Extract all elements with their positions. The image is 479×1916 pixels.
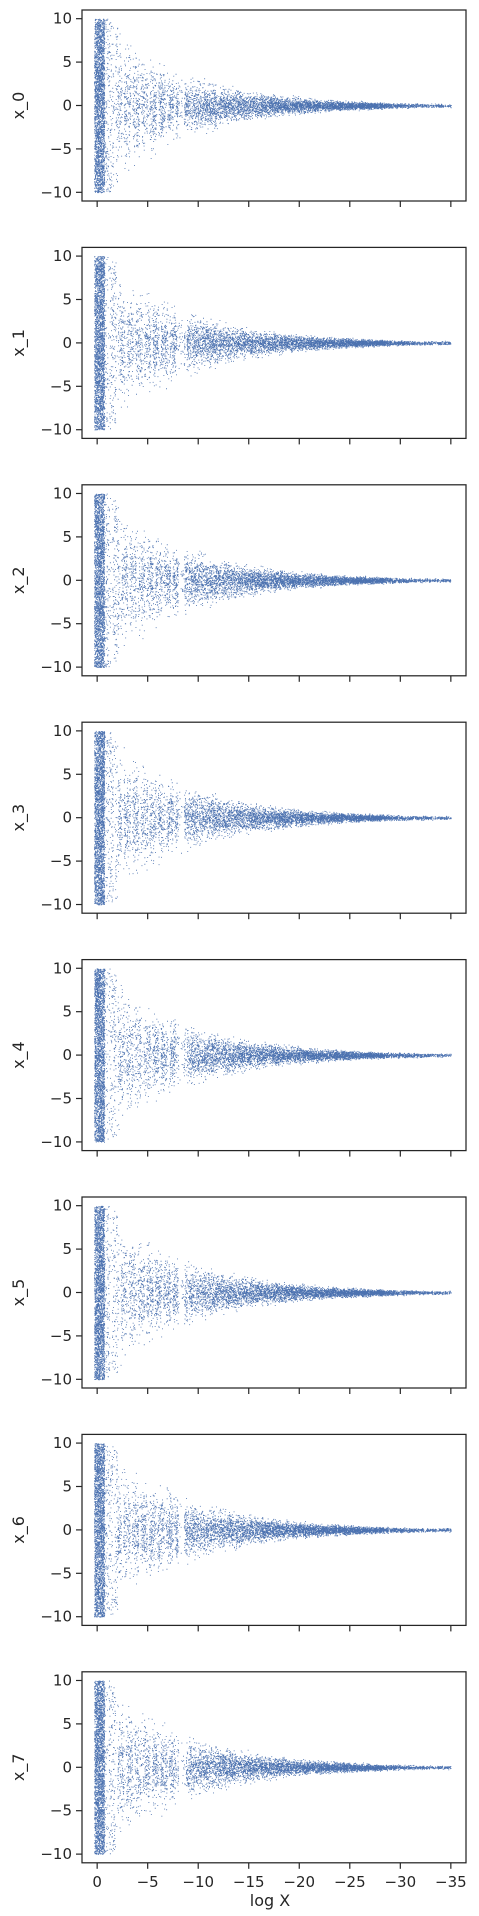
panel-2: 10 5 0 −5 −10 x_2 — [9, 484, 467, 682]
y-tick-label-1-0: 10 — [53, 247, 72, 265]
y-tick-label-6-4: −10 — [40, 1608, 72, 1626]
x-tick-label-5: −25 — [334, 1873, 366, 1891]
panel-4: 10 5 0 −5 −10 x_4 — [9, 958, 467, 1157]
y-tick-label-6-0: 10 — [53, 1434, 72, 1452]
scatter-markers-3 — [94, 730, 452, 906]
scatter-points-1 — [94, 256, 452, 431]
y-tick-label-4-0: 10 — [53, 959, 72, 977]
scatter-markers-4 — [94, 968, 452, 1143]
y-tick-label-0-3: −5 — [50, 140, 72, 158]
y-tick-label-2-4: −10 — [40, 658, 72, 676]
y-tick-label-7-1: 5 — [62, 1715, 72, 1733]
y-tick-label-4-4: −10 — [40, 1133, 72, 1151]
y-tick-label-3-2: 0 — [62, 809, 72, 827]
scatter-points-4 — [94, 968, 452, 1143]
y-tick-label-7-4: −10 — [40, 1845, 72, 1863]
x-tick-label-3: −15 — [233, 1873, 265, 1891]
x-tick-label-0: 0 — [92, 1873, 102, 1891]
scatter-markers-0 — [94, 18, 452, 194]
scatter-points-2 — [94, 493, 452, 668]
y-tick-label-6-3: −5 — [50, 1564, 72, 1582]
y-tick-label-0-2: 0 — [62, 97, 72, 115]
y-tick-label-3-0: 10 — [53, 722, 72, 740]
scatter-markers-1 — [94, 256, 452, 431]
y-axis-label-4: x_4 — [9, 1041, 29, 1069]
y-tick-label-7-0: 10 — [53, 1671, 72, 1689]
y-axis-label-0: x_0 — [9, 92, 29, 120]
x-axis-label: log X — [250, 1891, 290, 1910]
panel-6: 10 5 0 −5 −10 x_6 — [9, 1433, 467, 1632]
panel-3: 10 5 0 −5 −10 x_3 — [9, 721, 467, 920]
y-tick-label-3-4: −10 — [40, 896, 72, 914]
y-axis-label-7: x_7 — [9, 1753, 29, 1781]
y-axis-label-1: x_1 — [9, 329, 29, 357]
y-tick-label-1-3: −5 — [50, 377, 72, 395]
scatter-points-0 — [94, 18, 452, 194]
scatter-points-6 — [94, 1443, 452, 1618]
panel-5: 10 5 0 −5 −10 x_5 — [9, 1196, 467, 1394]
y-tick-label-2-0: 10 — [53, 484, 72, 502]
y-tick-label-0-4: −10 — [40, 183, 72, 201]
y-tick-label-5-2: 0 — [62, 1284, 72, 1302]
y-axis-label-6: x_6 — [9, 1516, 29, 1544]
y-tick-label-0-0: 10 — [53, 10, 72, 28]
y-tick-label-4-2: 0 — [62, 1046, 72, 1064]
panel-1: 10 5 0 −5 −10 x_1 — [9, 246, 467, 445]
y-axis-label-3: x_3 — [9, 804, 29, 832]
y-tick-label-2-3: −5 — [50, 615, 72, 633]
y-tick-label-2-2: 0 — [62, 571, 72, 589]
y-tick-label-2-1: 5 — [62, 528, 72, 546]
y-tick-label-5-1: 5 — [62, 1240, 72, 1258]
y-tick-label-6-1: 5 — [62, 1477, 72, 1495]
scatter-points-5 — [94, 1205, 452, 1381]
scatter-markers-2 — [94, 493, 452, 668]
x-tick-label-1: −5 — [137, 1873, 159, 1891]
y-tick-label-1-1: 5 — [62, 290, 72, 308]
y-tick-label-4-1: 5 — [62, 1003, 72, 1021]
panel-7: 10 5 0 −5 −10 0 −5 −10 −15 −20 −25 −30 −35 x_7 — [9, 1671, 467, 1891]
y-tick-label-1-4: −10 — [40, 421, 72, 439]
x-tick-label-4: −20 — [283, 1873, 315, 1891]
y-tick-label-1-2: 0 — [62, 334, 72, 352]
x-tick-label-6: −30 — [384, 1873, 416, 1891]
y-axis-label-2: x_2 — [9, 566, 29, 594]
scatter-markers-5 — [94, 1205, 452, 1381]
scatter-markers-7 — [94, 1680, 452, 1855]
y-tick-label-3-3: −5 — [50, 852, 72, 870]
y-tick-label-5-3: −5 — [50, 1327, 72, 1345]
y-tick-label-7-2: 0 — [62, 1758, 72, 1776]
y-tick-label-4-3: −5 — [50, 1090, 72, 1108]
y-tick-label-6-2: 0 — [62, 1521, 72, 1539]
x-tick-label-2: −10 — [182, 1873, 214, 1891]
y-tick-label-7-3: −5 — [50, 1802, 72, 1820]
x-tick-label-7: −35 — [435, 1873, 467, 1891]
y-tick-label-5-4: −10 — [40, 1370, 72, 1388]
y-tick-label-5-0: 10 — [53, 1197, 72, 1215]
scatter-points-3 — [94, 730, 452, 906]
y-axis-label-5: x_5 — [9, 1279, 29, 1307]
scatter-markers-6 — [94, 1443, 452, 1618]
panel-0: 10 5 0 −5 −10 x_0 — [9, 9, 467, 207]
scatter-points-7 — [94, 1680, 452, 1855]
y-tick-label-0-1: 5 — [62, 53, 72, 71]
y-tick-label-3-1: 5 — [62, 765, 72, 783]
